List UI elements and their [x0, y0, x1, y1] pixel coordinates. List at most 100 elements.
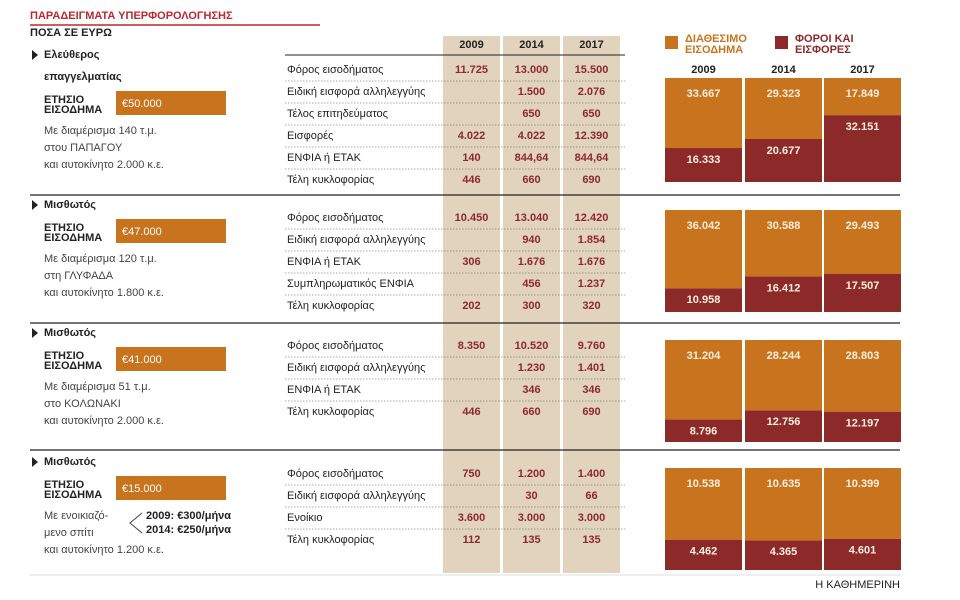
row-label: Φόρος εισοδήματος — [287, 468, 383, 480]
title-arrow — [32, 50, 38, 60]
table-cell: 1.854 — [578, 234, 606, 246]
bar-segment — [745, 138, 822, 182]
x-tick-label: 2017 — [850, 64, 874, 76]
table-cell: 1.676 — [518, 256, 546, 268]
table-cell: 13.040 — [515, 212, 549, 224]
row-label: ΕΝΦΙΑ ή ΕΤΑΚ — [287, 152, 362, 164]
bar-segment — [665, 468, 742, 540]
table-cell: 66 — [585, 490, 597, 502]
description: Με διαμέρισμα 51 τ.μ. — [44, 381, 151, 393]
income-amount: €50.000 — [122, 98, 162, 110]
x-tick-label: 2009 — [691, 64, 715, 76]
table-cell: 9.760 — [578, 340, 606, 352]
value-label: 29.493 — [846, 220, 880, 232]
value-label: 12.197 — [846, 418, 880, 430]
table-cell: 135 — [582, 534, 600, 546]
bar-segment — [665, 340, 742, 420]
bar-segment — [745, 468, 822, 541]
bar-segment — [745, 410, 822, 442]
income-label: ΕΤΗΣΙΟ — [44, 479, 85, 491]
table-cell: 690 — [582, 406, 600, 418]
table-cell: 650 — [522, 108, 540, 120]
table-cell: 940 — [522, 234, 540, 246]
table-cell: 2.076 — [578, 86, 606, 98]
profile-title: Ελεύθερος — [44, 49, 100, 61]
bar-segment — [745, 340, 822, 411]
table-cell: 660 — [522, 406, 540, 418]
income-label: ΕΙΣΟΔΗΜΑ — [44, 489, 102, 501]
value-label: 10.538 — [687, 478, 721, 490]
description: στη ΓΛΥΦΑΔΑ — [44, 270, 114, 282]
value-label: 30.588 — [767, 220, 801, 232]
profile-title: Μισθωτός — [44, 456, 96, 468]
table-cell: 112 — [463, 534, 481, 546]
row-label: Ειδική εισφορά αλληλεγγύης — [287, 490, 425, 502]
bar-segment — [824, 115, 901, 182]
table-cell: 346 — [582, 384, 600, 396]
value-label: 4.365 — [770, 546, 798, 558]
rent-note: 2009: €300/μήνα — [146, 510, 231, 522]
year-header: 2017 — [579, 39, 603, 51]
value-label: 33.667 — [687, 88, 721, 100]
bar-segment — [745, 210, 822, 277]
row-label: Τέλη κυκλοφορίας — [287, 534, 374, 546]
description: Με διαμέρισμα 140 τ.μ. — [44, 125, 157, 137]
bar-segment — [665, 210, 742, 289]
table-cell: 202 — [462, 300, 480, 312]
row-label: Φόρος εισοδήματος — [287, 212, 383, 224]
row-label: Συμπληρωματικός ΕΝΦΙΑ — [287, 278, 415, 290]
value-label: 32.151 — [846, 121, 880, 133]
rent-bracket — [129, 512, 143, 534]
description: στο ΚΟΛΩΝΑΚΙ — [44, 398, 121, 410]
table-cell: 306 — [462, 256, 480, 268]
table-cell: 11.725 — [455, 64, 488, 76]
description: και αυτοκίνητο 2.000 κ.ε. — [44, 159, 164, 171]
profile-title: Μισθωτός — [44, 199, 96, 211]
value-label: 10.635 — [767, 478, 801, 490]
income-label: ΕΙΣΟΔΗΜΑ — [44, 232, 102, 244]
legend-swatch — [775, 36, 788, 49]
value-label: 16.333 — [687, 154, 721, 166]
income-label: ΕΤΗΣΙΟ — [44, 94, 85, 106]
bar-segment — [665, 288, 742, 312]
table-cell: 456 — [522, 278, 540, 290]
value-label: 36.042 — [687, 220, 721, 232]
income-amount: €47.000 — [122, 226, 162, 238]
bar-segment — [745, 276, 822, 312]
rent-note: 2014: €250/μήνα — [146, 524, 231, 536]
value-label: 16.412 — [767, 282, 801, 294]
value-label: 17.507 — [846, 280, 880, 292]
bar-segment — [824, 468, 901, 539]
value-label: 28.244 — [767, 350, 802, 362]
table-cell: 1.676 — [578, 256, 606, 268]
title-arrow — [32, 200, 38, 210]
table-cell: 8.350 — [458, 340, 486, 352]
table-cell: 1.230 — [518, 362, 546, 374]
row-label: Ειδική εισφορά αλληλεγγύης — [287, 86, 425, 98]
table-cell: 346 — [522, 384, 540, 396]
title-arrow — [32, 457, 38, 467]
table-cell: 690 — [582, 174, 600, 186]
table-cell: 4.022 — [518, 130, 546, 142]
income-label: ΕΙΣΟΔΗΜΑ — [44, 360, 102, 372]
row-label: Ειδική εισφορά αλληλεγγύης — [287, 362, 425, 374]
table-cell: 750 — [462, 468, 480, 480]
bar-segment — [824, 538, 901, 570]
year-header: 2009 — [459, 39, 483, 51]
description: Με ενοικιαζό- — [44, 510, 109, 522]
description: και αυτοκίνητο 1.800 κ.ε. — [44, 287, 164, 299]
row-label: Τέλη κυκλοφορίας — [287, 300, 374, 312]
bar-segment — [824, 78, 901, 116]
row-label: ΕΝΦΙΑ ή ΕΤΑΚ — [287, 256, 362, 268]
table-cell: 446 — [462, 406, 480, 418]
legend-label: ΔΙΑΘΕΣΙΜΟ ΕΙΣΟΔΗΜΑ — [685, 33, 747, 56]
table-cell: 3.000 — [518, 512, 546, 524]
table-cell: 650 — [582, 108, 600, 120]
table-cell: 3.600 — [458, 512, 486, 524]
source: Η ΚΑΘΗΜΕΡΙΝΗ — [815, 579, 900, 591]
row-label: Φόρος εισοδήματος — [287, 64, 383, 76]
table-cell: 1.237 — [578, 278, 606, 290]
bar-segment — [665, 148, 742, 182]
